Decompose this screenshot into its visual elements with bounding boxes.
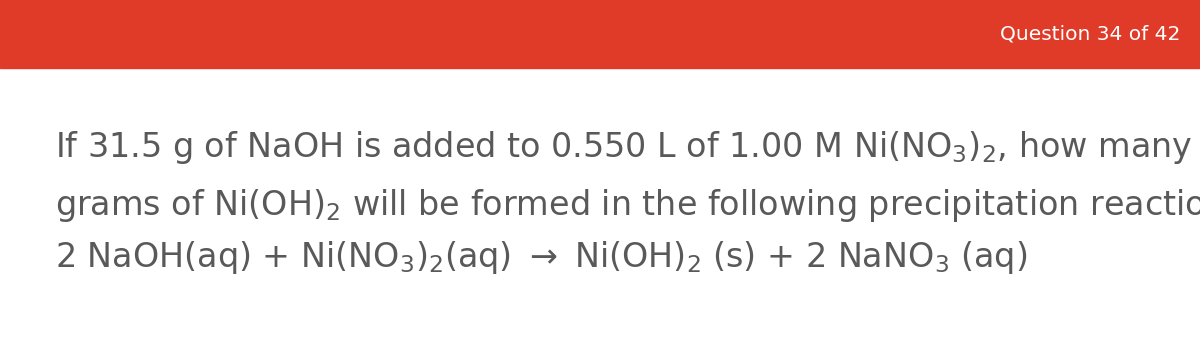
- Text: Question 34 of 42: Question 34 of 42: [1000, 25, 1180, 44]
- Text: 2 NaOH(aq) + Ni(NO$_3$)$_2$(aq) $\rightarrow$ Ni(OH)$_2$ (s) + 2 NaNO$_3$ (aq): 2 NaOH(aq) + Ni(NO$_3$)$_2$(aq) $\righta…: [55, 239, 1027, 277]
- Bar: [0, 0, 1200, 68]
- Text: grams of Ni(OH)$_2$ will be formed in the following precipitation reaction?: grams of Ni(OH)$_2$ will be formed in th…: [55, 187, 1200, 224]
- Text: If 31.5 g of NaOH is added to 0.550 L of 1.00 M Ni(NO$_3$)$_2$, how many: If 31.5 g of NaOH is added to 0.550 L of…: [55, 130, 1193, 166]
